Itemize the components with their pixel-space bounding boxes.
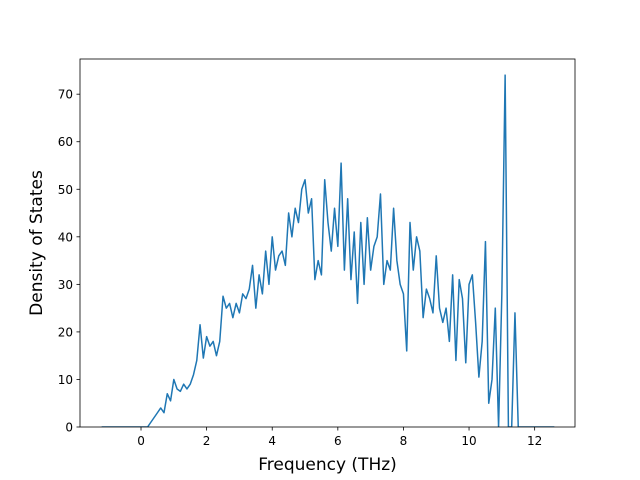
y-tick-label: 0 <box>65 421 73 435</box>
y-tick-label: 10 <box>58 373 73 387</box>
plot-frame <box>79 58 576 428</box>
x-tick-label: 2 <box>203 434 211 448</box>
x-tick-label: 10 <box>461 434 476 448</box>
y-tick-label: 40 <box>58 230 73 244</box>
x-tick-label: 0 <box>137 434 145 448</box>
y-tick-label: 60 <box>58 135 73 149</box>
y-tick-label: 30 <box>58 278 73 292</box>
x-axis-label: Frequency (THz) <box>258 455 397 475</box>
y-tick-label: 70 <box>58 88 73 102</box>
x-tick-label: 8 <box>400 434 408 448</box>
y-axis-label: Density of States <box>27 170 47 316</box>
x-tick-label: 4 <box>268 434 276 448</box>
data-line <box>101 74 555 427</box>
y-tick-label: 50 <box>58 183 73 197</box>
x-tick-label: 12 <box>527 434 542 448</box>
x-tick-label: 6 <box>334 434 342 448</box>
y-tick-label: 20 <box>58 325 73 339</box>
